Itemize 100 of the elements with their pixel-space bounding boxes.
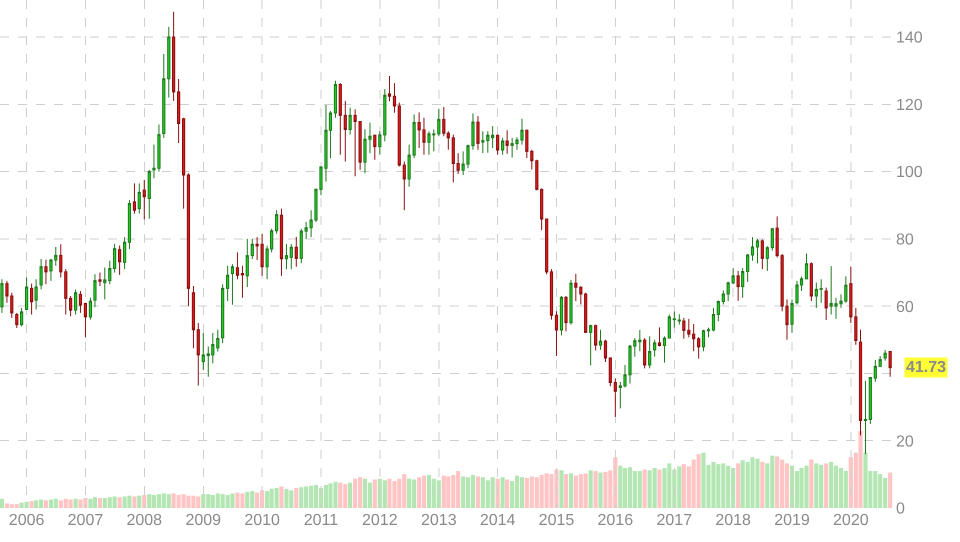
candlestick (706, 327, 710, 338)
candlestick (363, 128, 367, 174)
x-tick-label: 2016 (598, 512, 634, 529)
bar (294, 488, 298, 508)
bar (265, 491, 270, 508)
bar (30, 501, 34, 508)
x-tick-label: 2014 (480, 512, 516, 529)
candlestick (496, 134, 500, 156)
bar (657, 470, 662, 508)
annotation: 41.73 (906, 359, 946, 376)
candlestick (177, 78, 180, 144)
candlestick (84, 302, 88, 338)
candlestick (388, 76, 392, 102)
candlestick (412, 114, 416, 159)
candlestick (236, 252, 240, 280)
x-tick-label: 2007 (68, 512, 104, 529)
candlestick (756, 238, 760, 264)
bar (142, 494, 146, 508)
candlestick (589, 324, 592, 366)
candlestick (98, 272, 102, 286)
candlestick (653, 339, 656, 358)
bar (0, 498, 4, 508)
bar (137, 496, 142, 508)
candlestick (598, 329, 602, 350)
y-tick-label: 100 (896, 164, 923, 182)
candlestick (172, 11, 176, 102)
candlestick (256, 236, 259, 261)
candlestick (564, 296, 568, 332)
bar (809, 460, 814, 508)
candlestick (123, 236, 126, 270)
x-tick-label: 2009 (185, 512, 222, 529)
candlestick (476, 116, 480, 150)
x-tick-label: 2013 (421, 512, 457, 529)
bar (348, 482, 352, 508)
x-tick-label: 2018 (715, 512, 752, 529)
y-tick-label: 120 (896, 96, 923, 114)
bar (88, 498, 93, 508)
candlestick (824, 287, 828, 320)
candlestick (157, 124, 161, 172)
candlestick (368, 122, 372, 154)
candlestick (314, 188, 318, 223)
x-tick-label: 2012 (362, 512, 398, 529)
candlestick (40, 258, 43, 290)
candlestick (358, 120, 362, 170)
candlestick (466, 144, 470, 169)
candlestick (152, 144, 156, 179)
candlestick (24, 277, 28, 310)
x-tick-label: 2010 (244, 512, 280, 529)
candlestick (142, 179, 146, 220)
bar (500, 477, 505, 508)
bar (642, 470, 647, 508)
candlestick (74, 288, 78, 316)
bar (564, 474, 568, 508)
candlestick (462, 150, 465, 176)
candlestick (884, 349, 887, 362)
candlestick (118, 245, 122, 276)
candlestick (93, 274, 97, 308)
candlestick (334, 80, 338, 118)
candlestick (569, 279, 573, 326)
candlestick (422, 117, 426, 156)
candlestick (44, 259, 48, 285)
bar (476, 476, 480, 508)
x-tick-label: 2019 (774, 512, 810, 529)
bar (98, 498, 102, 508)
candlestick (658, 326, 662, 348)
bar (594, 471, 598, 508)
candlestick (240, 265, 244, 298)
y-tick-label: 80 (896, 231, 914, 248)
candlestick (128, 200, 132, 250)
x-tick-label: 2020 (833, 512, 869, 529)
bar (372, 480, 377, 508)
bar (505, 480, 510, 508)
candlestick (15, 312, 18, 329)
candlestick (294, 236, 298, 268)
candlestick (760, 239, 764, 270)
candlestick (324, 104, 328, 182)
bar (118, 497, 122, 508)
bar (279, 486, 284, 508)
candlestick (408, 144, 411, 188)
candlestick (0, 278, 4, 314)
candlestick (132, 182, 136, 214)
bar (858, 431, 863, 508)
x-tick-label: 2015 (538, 512, 574, 529)
candlestick (418, 112, 421, 149)
candlestick (319, 166, 323, 196)
candlestick (501, 137, 504, 156)
candlestick (275, 210, 278, 234)
y-tick-label: 60 (896, 298, 914, 316)
candlestick (471, 112, 475, 150)
candlestick (186, 172, 190, 307)
candlestick (702, 329, 706, 352)
candlestick (138, 182, 141, 214)
candlestick (348, 107, 352, 136)
bar (760, 462, 764, 508)
candlestick (310, 210, 313, 238)
candlestick (648, 336, 652, 369)
candlestick (790, 298, 794, 334)
bar (132, 496, 137, 508)
bar (888, 472, 892, 508)
candlestick (520, 118, 524, 146)
